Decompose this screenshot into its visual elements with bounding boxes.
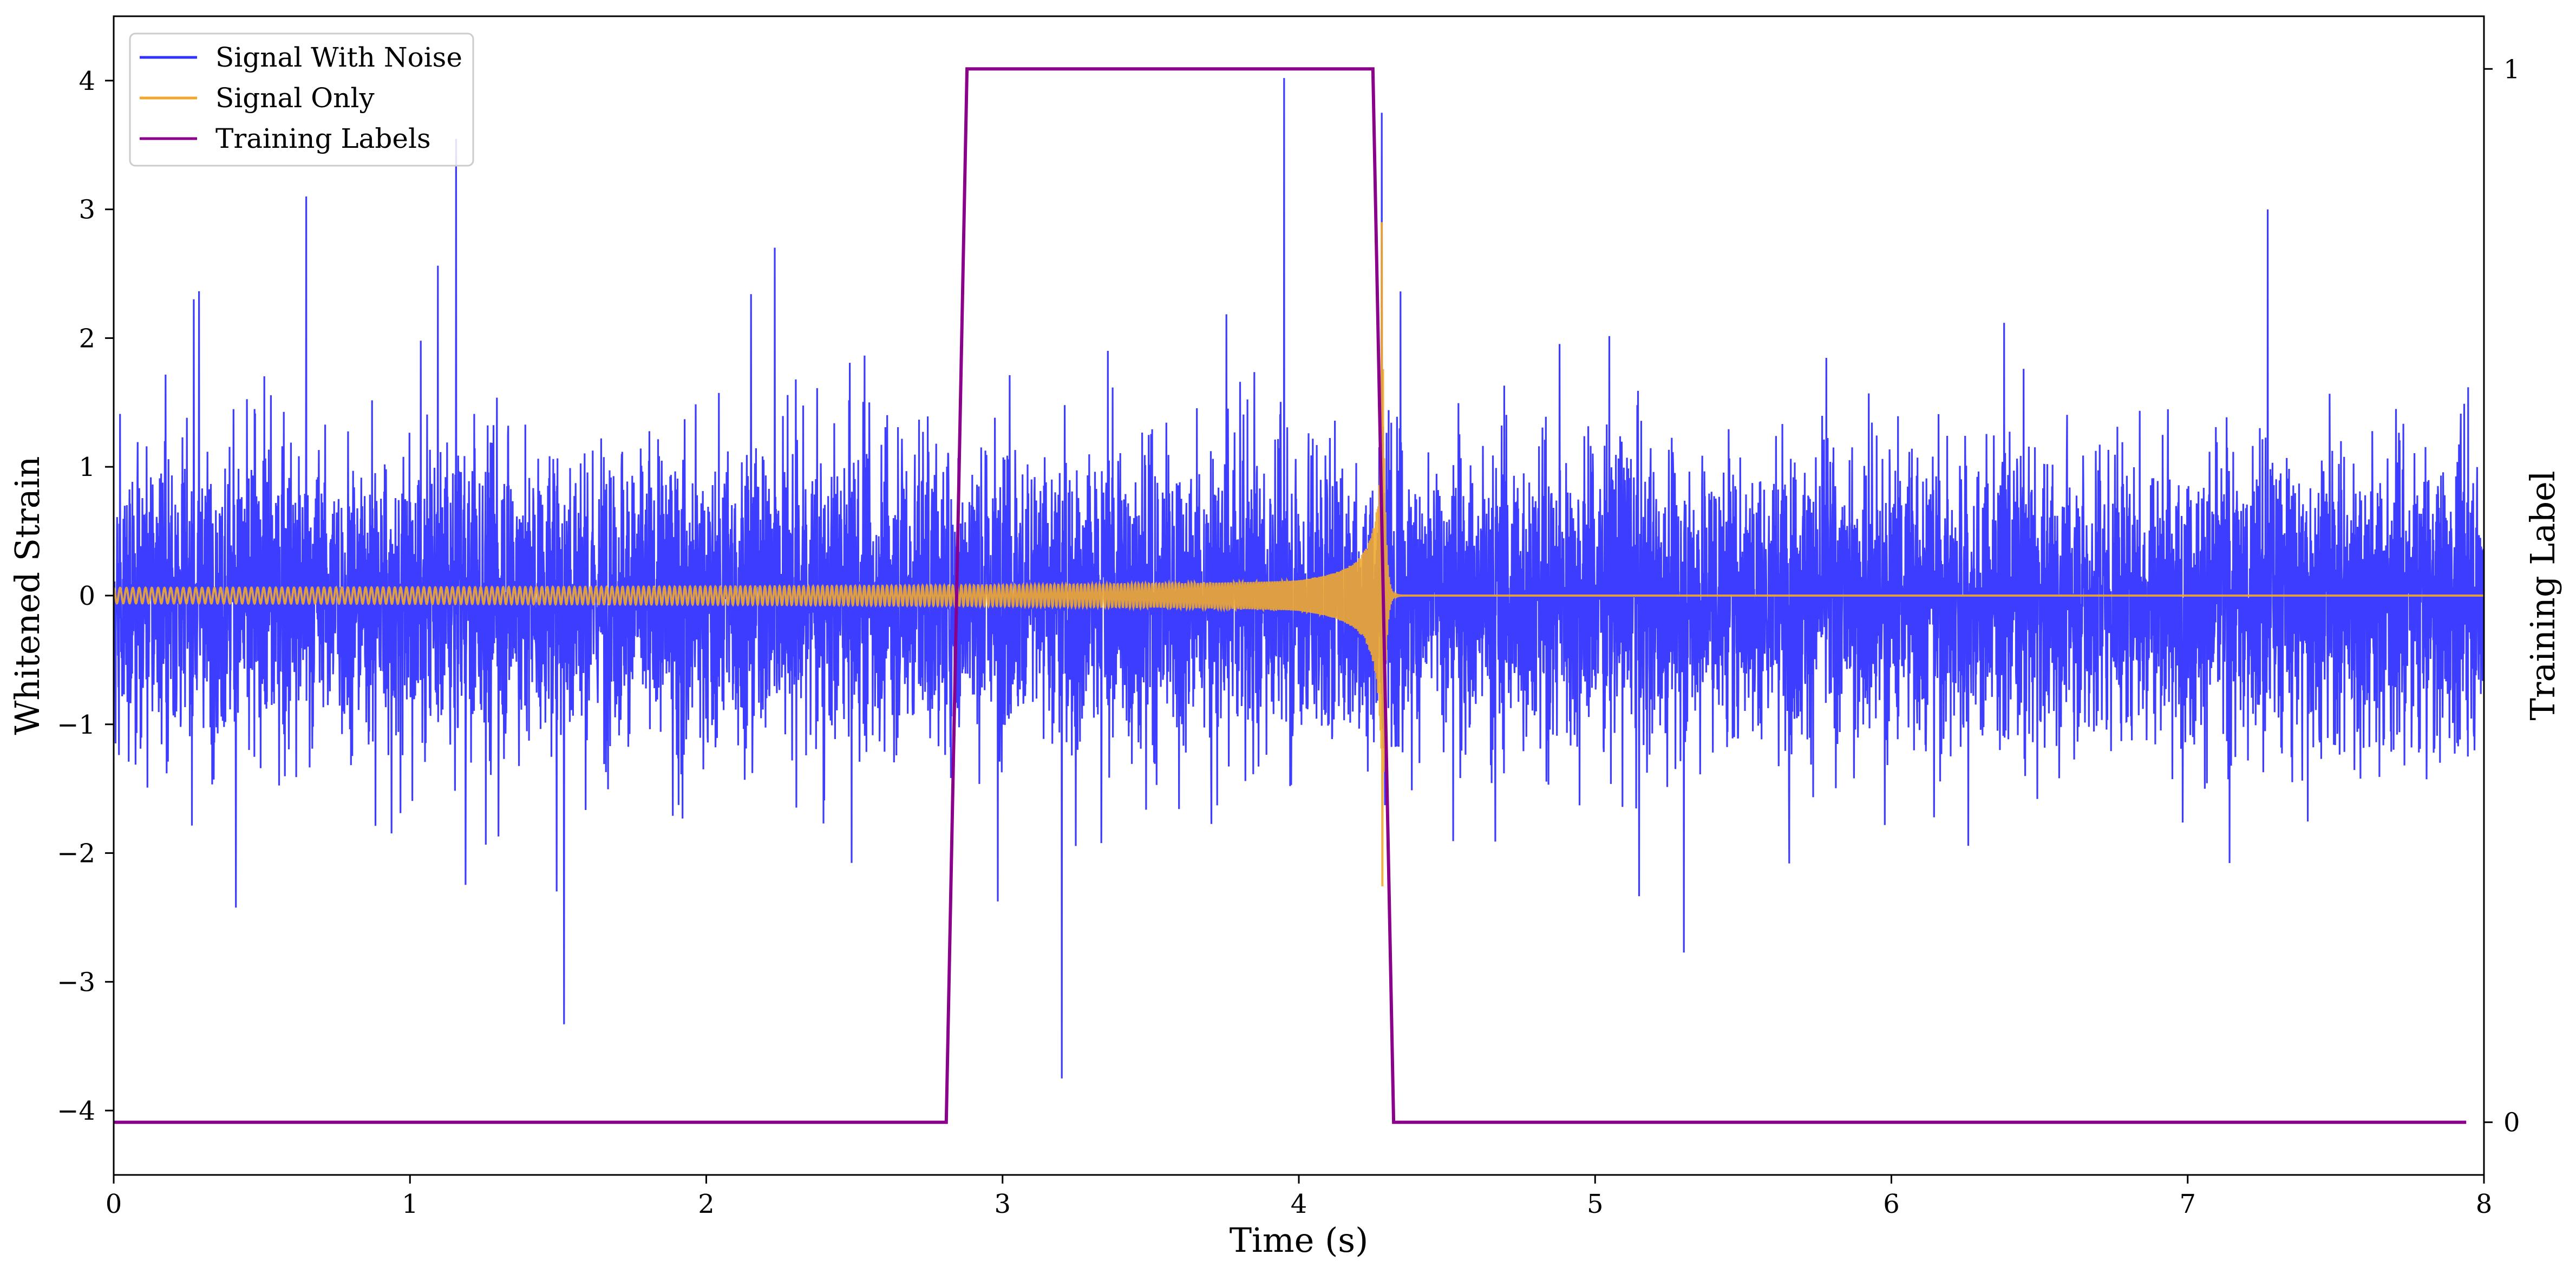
y-tick-label: 3: [79, 195, 95, 225]
y-tick-label: 0: [79, 581, 95, 611]
y-tick-label: 1: [79, 452, 95, 482]
series-training-labels: [114, 67, 2467, 1124]
y-tick-label: 2: [79, 323, 95, 354]
y-axis-label: Whitened Strain: [8, 456, 47, 735]
x-tick-label: 7: [2179, 1189, 2196, 1219]
x-tick-label: 2: [698, 1189, 715, 1219]
y-tick-label: −1: [57, 710, 95, 740]
x-axis: 0 1 2 3 4 5 6 7 8: [106, 1175, 2493, 1219]
y-tick-label: −4: [57, 1096, 95, 1126]
x-tick-label: 4: [1291, 1189, 1307, 1219]
y-tick-label: 4: [79, 66, 95, 96]
x-tick-label: 0: [106, 1189, 122, 1219]
legend-label-signal-only: Signal Only: [215, 82, 375, 114]
legend: Signal With Noise Signal Only Training L…: [129, 32, 474, 167]
x-tick-label: 3: [994, 1189, 1011, 1219]
series-signal-only: [114, 222, 2484, 887]
y-axis-left: −4 −3 −2 −1 0 1 2 3 4: [57, 66, 114, 1126]
y-axis-right: 01: [2484, 54, 2520, 1138]
legend-label-training-labels: Training Labels: [215, 123, 431, 154]
y2-tick-label: 0: [2503, 1108, 2520, 1138]
y2-axis-label: Training Label: [2523, 471, 2562, 720]
x-tick-label: 5: [1587, 1189, 1604, 1219]
series-signal-with-noise: [114, 78, 2484, 1079]
legend-box: [129, 32, 474, 167]
x-tick-label: 1: [402, 1189, 419, 1219]
x-axis-label: Time (s): [1230, 1220, 1369, 1260]
plot-series: [114, 67, 2484, 1124]
x-tick-label: 8: [2476, 1189, 2493, 1219]
y-tick-label: −3: [57, 967, 95, 997]
x-tick-label: 6: [1883, 1189, 1900, 1219]
y2-tick-label: 1: [2503, 54, 2520, 84]
legend-label-signal-with-noise: Signal With Noise: [215, 42, 462, 73]
y-tick-label: −2: [57, 839, 95, 869]
